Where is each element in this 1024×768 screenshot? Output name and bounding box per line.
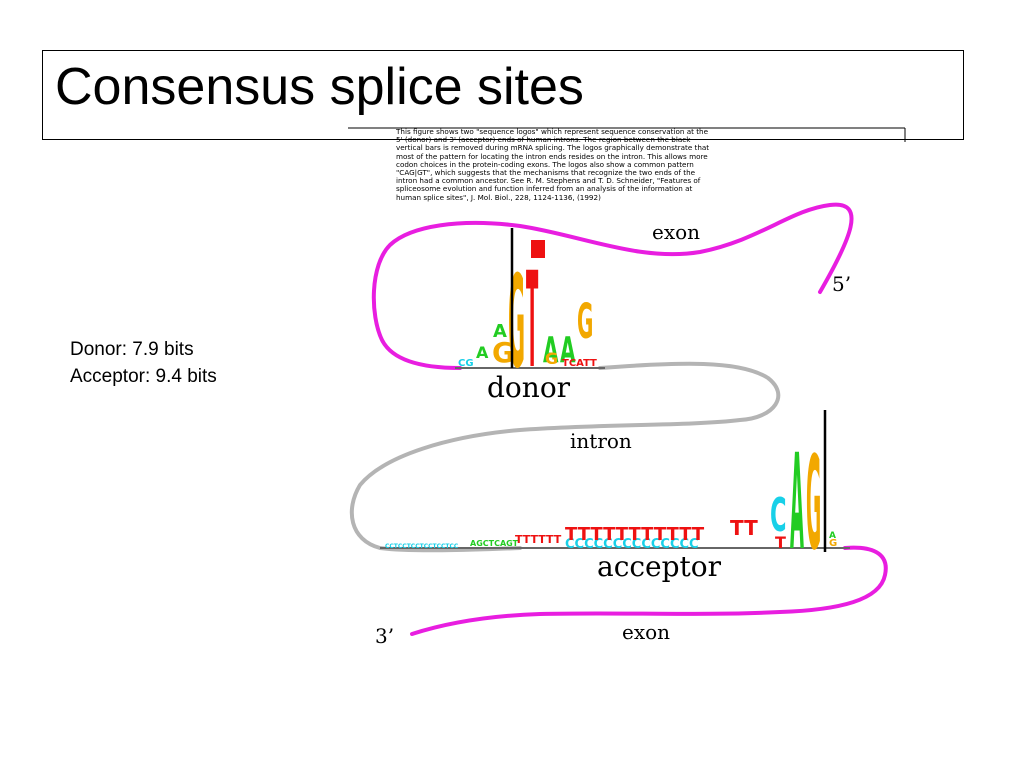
acceptor-logo-letter: C: [770, 488, 787, 543]
donor-logo-letter: T: [526, 245, 538, 398]
acceptor-logo-letter: TTTTTTTTTTT: [565, 524, 705, 545]
page-title: Consensus splice sites: [55, 58, 584, 116]
exon-bottom-strand: [410, 545, 888, 636]
stats-panel: Donor: 7.9 bits Acceptor: 9.4 bits: [70, 336, 217, 390]
donor-logo-letter: G: [492, 337, 515, 369]
acceptor-logo-letter: AGCTCAGT: [470, 539, 519, 548]
donor-label: donor: [487, 371, 571, 404]
acceptor-logo-letter: A: [790, 427, 804, 580]
intron-label: intron: [570, 429, 632, 453]
exon-top-label: exon: [652, 220, 700, 244]
donor-logo-letter: TCAT: [562, 358, 590, 369]
acceptor-logo-letter: T: [775, 533, 786, 552]
donor-logo-letter: G: [545, 349, 558, 368]
acceptor-logo-letter: CCTCCTCCTCCTCCTCC: [385, 543, 459, 550]
splice-figure: CG A G A G T A A G G TCAT T CCTCCTCCTCCT…: [340, 126, 910, 656]
acceptor-logo-letter: G: [829, 538, 837, 549]
exon-bottom-label: exon: [622, 620, 670, 644]
splice-diagram: CG A G A G T A A G G TCAT T CCTCCTCCTCCT…: [348, 127, 906, 648]
acceptor-logo-letter: A: [829, 531, 836, 541]
intron-strand: [349, 361, 781, 553]
three-prime-label: 3’: [375, 624, 394, 648]
donor-logo-letter: A: [476, 343, 489, 362]
acceptor-logo-letter: G: [806, 428, 821, 579]
acceptor-label: acceptor: [597, 550, 722, 583]
acceptor-bits: Acceptor: 9.4 bits: [70, 366, 217, 387]
donor-logo-letter: CG: [458, 358, 474, 369]
acceptor-logo-letter: TT: [730, 516, 758, 540]
title-box: Consensus splice sites: [42, 50, 964, 140]
five-prime-label: 5’: [832, 272, 851, 296]
donor-logo-letter: A: [543, 329, 559, 371]
donor-logo-letter: A: [493, 321, 507, 342]
donor-logo-letter: [531, 240, 545, 258]
exon-top-strand: [371, 202, 854, 370]
acceptor-logo-letter: TTTTTT: [515, 533, 562, 546]
donor-logo-letter: A: [560, 329, 576, 371]
donor-bits: Donor: 7.9 bits: [70, 339, 194, 360]
acceptor-logo-letter: CCCCCCCCCCCCCC: [565, 537, 699, 552]
figure-caption: This figure shows two "sequence logos" w…: [396, 127, 710, 202]
donor-logo-letter: T: [590, 358, 597, 369]
donor-logo-letter: G: [577, 294, 593, 350]
